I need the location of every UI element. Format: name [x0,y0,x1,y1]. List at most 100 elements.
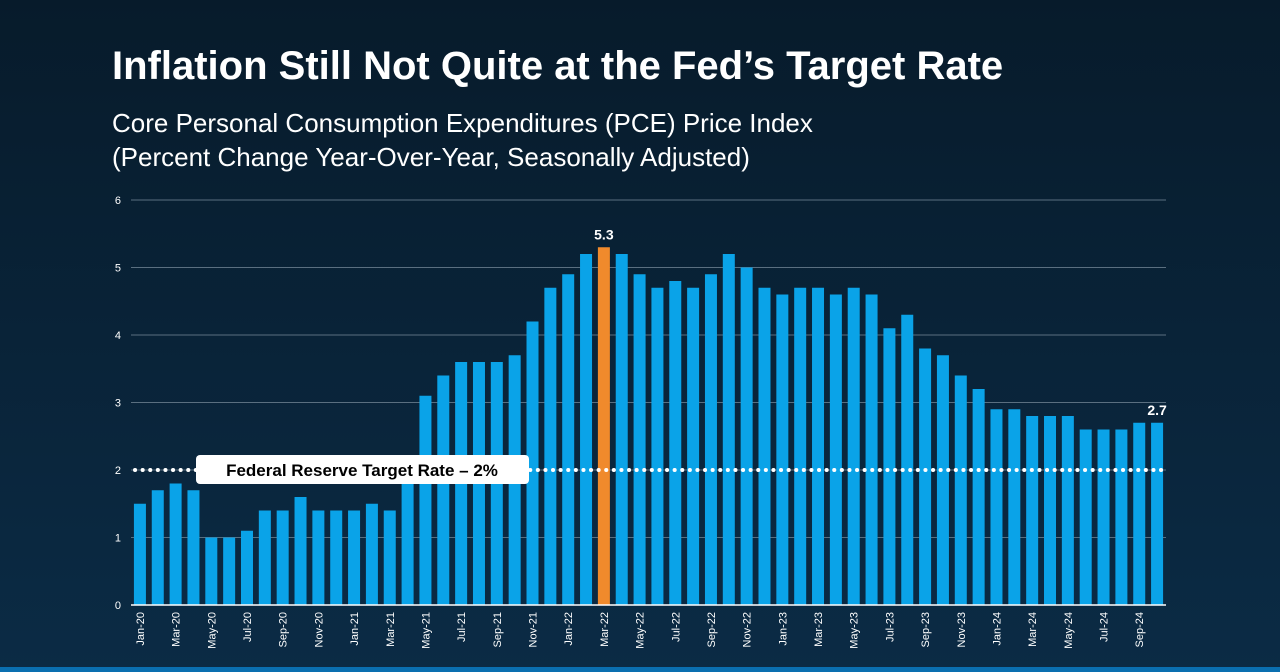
y-tick-label: 3 [115,398,121,410]
bar [383,510,396,605]
data-label: 5.3 [594,226,614,242]
y-tick-label: 5 [115,263,121,275]
bar [633,274,646,605]
x-tick-label: Jul-22 [670,612,682,642]
bar [829,294,842,605]
y-tick-label: 2 [115,465,121,477]
x-tick-label: Jul-20 [242,612,254,642]
bar [651,287,664,605]
bar [687,287,700,605]
x-tick-label: Jan-22 [563,612,575,646]
bar [1008,409,1021,605]
bar [562,274,575,605]
bar [240,530,253,605]
x-tick-label: May-22 [635,612,647,649]
bar [954,375,967,605]
y-tick-label: 1 [115,533,121,545]
bar [1097,429,1110,605]
bar [776,294,789,605]
data-label: 2.7 [1147,402,1167,418]
bar [169,483,182,605]
bar [847,287,860,605]
x-tick-label: Nov-23 [956,612,968,647]
bar [597,247,610,605]
x-tick-label: Mar-23 [813,612,825,647]
x-tick-label: Jan-24 [991,612,1003,646]
bar [223,537,236,605]
x-tick-label: Jul-24 [1099,612,1111,642]
bar [936,355,949,605]
x-tick-label: Jan-20 [135,612,147,646]
bar [972,389,985,605]
bar [722,254,735,605]
bar [812,287,825,605]
bar [883,328,896,605]
bar [276,510,289,605]
chart-subtitle: Core Personal Consumption Expenditures (… [112,106,813,174]
bar [1151,422,1164,605]
bar [401,470,414,605]
bar [1044,416,1057,605]
bar [437,375,450,605]
bar [865,294,878,605]
bar [1026,416,1039,605]
bar [1133,422,1146,605]
x-tick-label: Sep-20 [278,612,290,647]
x-tick-label: Mar-20 [171,612,183,647]
x-tick-label: Sep-22 [706,612,718,647]
x-tick-label: Mar-22 [599,612,611,647]
chart-title: Inflation Still Not Quite at the Fed’s T… [112,44,1004,88]
bar [794,287,807,605]
subtitle-line-2: (Percent Change Year-Over-Year, Seasonal… [112,142,750,172]
bar [544,287,557,605]
bar [990,409,1003,605]
subtitle-line-1: Core Personal Consumption Expenditures (… [112,108,813,138]
target-rate-label: Federal Reserve Target Rate – 2% [226,461,498,480]
y-tick-label: 6 [115,195,121,207]
bar [740,267,753,605]
bar [258,510,271,605]
x-tick-label: Jul-23 [884,612,896,642]
x-tick-label: May-24 [1063,612,1075,649]
bar [312,510,325,605]
x-tick-label: Jan-23 [777,612,789,646]
bar [901,314,914,605]
bar [1115,429,1128,605]
x-tick-label: Sep-24 [1134,612,1146,647]
bar [187,490,200,605]
y-tick-label: 0 [115,600,121,612]
bar [294,497,307,605]
bar [919,348,932,605]
bar [419,395,432,605]
x-tick-label: Jan-21 [349,612,361,646]
bar [151,490,164,605]
bar [704,274,717,605]
x-tick-label: Mar-21 [385,612,397,647]
bar [1079,429,1092,605]
target-rate-label-box [196,455,529,484]
bar [1061,416,1074,605]
x-tick-label: Nov-21 [528,612,540,647]
bar [758,287,771,605]
x-tick-label: Sep-23 [920,612,932,647]
bar [133,503,146,605]
x-tick-label: Nov-20 [313,612,325,647]
bar [669,281,682,605]
x-tick-label: Sep-21 [492,612,504,647]
x-tick-label: Mar-24 [1027,612,1039,647]
x-tick-label: May-21 [420,612,432,649]
bottom-accent-bar [0,667,1280,672]
bar [330,510,343,605]
x-tick-label: Jul-21 [456,612,468,642]
bar [526,321,539,605]
y-tick-label: 4 [115,330,121,342]
x-tick-label: Nov-22 [742,612,754,647]
bar [580,254,593,605]
x-tick-label: May-20 [206,612,218,649]
bar [365,503,378,605]
bar [205,537,218,605]
bar [348,510,361,605]
bar [615,254,628,605]
x-tick-label: May-23 [849,612,861,649]
